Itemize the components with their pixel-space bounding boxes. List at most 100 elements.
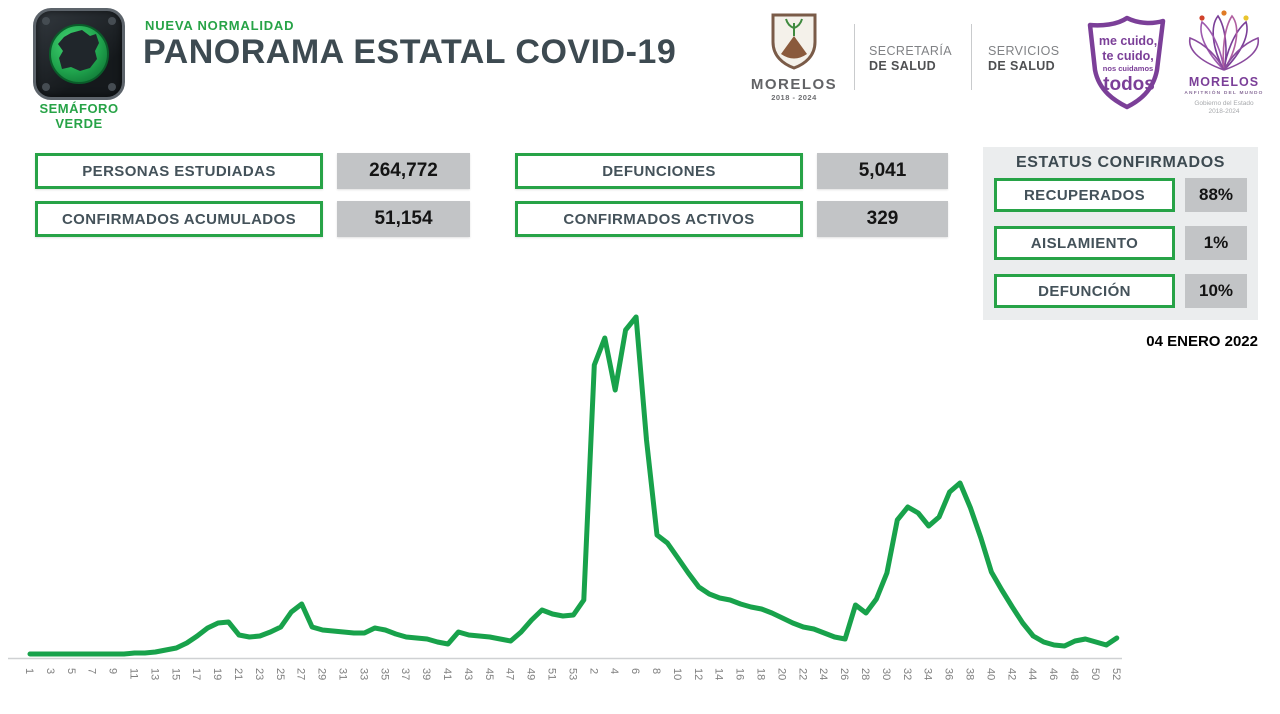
x-tick-label: 12 bbox=[692, 668, 704, 680]
status-value-recuperados: 88% bbox=[1185, 178, 1247, 212]
morelos-map-silhouette bbox=[58, 30, 99, 71]
stat-value-confirmados-acumulados: 51,154 bbox=[337, 201, 470, 237]
me-cuido-shield-logo: me cuido, te cuido, nos cuidamos todos bbox=[1087, 15, 1166, 110]
x-tick-label: 53 bbox=[566, 668, 578, 680]
stat-label-confirmados-activos: CONFIRMADOS ACTIVOS bbox=[515, 201, 803, 237]
x-tick-label: 39 bbox=[420, 668, 432, 680]
x-tick-label: 44 bbox=[1026, 668, 1038, 680]
svg-text:todos: todos bbox=[1103, 74, 1155, 95]
x-tick-label: 41 bbox=[441, 668, 453, 680]
x-tick-label: 43 bbox=[462, 668, 474, 680]
x-tick-label: 2 bbox=[587, 668, 599, 674]
status-label-aislamiento: AISLAMIENTO bbox=[994, 226, 1175, 260]
semaforo-verde-icon bbox=[33, 8, 125, 100]
status-value-defuncion: 10% bbox=[1185, 274, 1247, 308]
x-tick-label: 14 bbox=[713, 668, 725, 680]
x-tick-label: 13 bbox=[148, 668, 160, 680]
svg-text:nos cuidamos: nos cuidamos bbox=[1103, 64, 1153, 73]
divider bbox=[971, 24, 972, 90]
dot-red bbox=[1199, 15, 1205, 21]
x-axis-labels: 1 3 5 7 9 11 13 15 17 19 21 23 25 27 29 31 33 35 37 39 41 43 4… bbox=[23, 668, 1122, 680]
kicker: NUEVA NORMALIDAD bbox=[145, 18, 295, 33]
x-tick-label: 48 bbox=[1068, 668, 1080, 680]
x-tick-label: 17 bbox=[190, 668, 202, 680]
x-tick-label: 30 bbox=[880, 668, 892, 680]
x-tick-label: 5 bbox=[65, 668, 77, 674]
svg-text:Gobierno del Estado: Gobierno del Estado bbox=[1194, 100, 1254, 107]
x-tick-label: 11 bbox=[128, 668, 140, 679]
x-tick-label: 27 bbox=[295, 668, 307, 680]
x-tick-label: 29 bbox=[316, 668, 328, 680]
svg-text:te cuido,: te cuido, bbox=[1102, 49, 1153, 63]
x-tick-label: 10 bbox=[671, 668, 683, 680]
x-tick-label: 51 bbox=[546, 668, 558, 680]
x-tick-label: 7 bbox=[86, 668, 98, 674]
coat-of-arms-logo: MORELOS 2018 - 2024 bbox=[748, 12, 840, 102]
x-tick-label: 32 bbox=[901, 668, 913, 680]
covid-weekly-line-chart: 1 3 5 7 9 11 13 15 17 19 21 23 25 27 29 31 33 35 37 39 41 43 4… bbox=[8, 314, 1122, 680]
x-tick-label: 8 bbox=[650, 668, 662, 674]
x-tick-label: 52 bbox=[1110, 668, 1122, 680]
x-tick-label: 18 bbox=[755, 668, 767, 680]
status-confirmados-panel: ESTATUS CONFIRMADOS RECUPERADOS 88% AISL… bbox=[983, 147, 1258, 320]
green-light bbox=[49, 24, 109, 84]
x-tick-label: 47 bbox=[504, 668, 516, 680]
x-tick-label: 3 bbox=[44, 668, 56, 674]
servicios-de-salud-wordmark: SERVICIOS DE SALUD bbox=[988, 44, 1060, 73]
x-tick-label: 49 bbox=[525, 668, 537, 680]
x-tick-label: 34 bbox=[922, 668, 934, 680]
x-tick-label: 28 bbox=[859, 668, 871, 680]
x-tick-label: 15 bbox=[169, 668, 181, 680]
x-tick-label: 50 bbox=[1089, 668, 1101, 680]
coat-of-arms-icon bbox=[771, 13, 817, 70]
stat-label-confirmados-acumulados: CONFIRMADOS ACUMULADOS bbox=[35, 201, 323, 237]
x-tick-label: 33 bbox=[357, 668, 369, 680]
coat-name: MORELOS bbox=[750, 76, 838, 93]
x-tick-label: 9 bbox=[107, 668, 119, 674]
x-tick-label: 31 bbox=[337, 668, 349, 680]
x-tick-label: 25 bbox=[274, 668, 286, 680]
x-tick-label: 46 bbox=[1047, 668, 1059, 680]
chart-line bbox=[27, 314, 1120, 657]
x-tick-label: 36 bbox=[943, 668, 955, 680]
svg-text:ANFITRIÓN DEL MUNDO: ANFITRIÓN DEL MUNDO bbox=[1184, 88, 1263, 96]
dot-yellow bbox=[1243, 15, 1249, 21]
x-tick-label: 35 bbox=[378, 668, 390, 680]
x-tick-label: 1 bbox=[23, 668, 35, 674]
x-tick-label: 37 bbox=[399, 668, 411, 680]
x-tick-label: 24 bbox=[817, 668, 829, 680]
dot-orange bbox=[1221, 10, 1227, 16]
x-tick-label: 20 bbox=[775, 668, 787, 680]
divider bbox=[854, 24, 855, 90]
status-panel-title: ESTATUS CONFIRMADOS bbox=[1015, 154, 1226, 171]
svg-text:2018-2024: 2018-2024 bbox=[1208, 108, 1239, 115]
stat-value-defunciones: 5,041 bbox=[817, 153, 948, 189]
x-tick-label: 4 bbox=[608, 668, 620, 674]
morelos-brand-logo: MORELOS ANFITRIÓN DEL MUNDO Gobierno del… bbox=[1184, 10, 1263, 115]
x-tick-label: 42 bbox=[1005, 668, 1017, 680]
x-tick-label: 16 bbox=[734, 668, 746, 680]
status-value-aislamiento: 1% bbox=[1185, 226, 1247, 260]
secretaria-de-salud-wordmark: SECRETARÍA DE SALUD bbox=[869, 44, 952, 73]
status-label-defuncion: DEFUNCIÓN bbox=[994, 274, 1175, 308]
status-label-recuperados: RECUPERADOS bbox=[994, 178, 1175, 212]
stat-label-defunciones: DEFUNCIONES bbox=[515, 153, 803, 189]
stat-value-confirmados-activos: 329 bbox=[817, 201, 948, 237]
x-tick-label: 26 bbox=[838, 668, 850, 680]
stat-value-personas-estudiadas: 264,772 bbox=[337, 153, 470, 189]
x-tick-label: 22 bbox=[796, 668, 808, 680]
page-title: PANORAMA ESTATAL COVID-19 bbox=[143, 33, 677, 71]
x-tick-label: 19 bbox=[211, 668, 223, 680]
semaforo-caption: SEMÁFORO VERDE bbox=[39, 101, 119, 131]
svg-text:me cuido,: me cuido, bbox=[1099, 34, 1157, 48]
x-tick-label: 21 bbox=[232, 668, 244, 680]
report-date: 04 ENERO 2022 bbox=[1146, 333, 1258, 350]
stat-label-personas-estudiadas: PERSONAS ESTUDIADAS bbox=[35, 153, 323, 189]
coat-years: 2018 - 2024 bbox=[771, 93, 817, 102]
x-tick-label: 23 bbox=[253, 668, 265, 680]
x-tick-label: 40 bbox=[984, 668, 996, 680]
svg-text:MORELOS: MORELOS bbox=[1189, 75, 1259, 89]
x-tick-label: 6 bbox=[629, 668, 641, 674]
x-tick-label: 38 bbox=[964, 668, 976, 680]
